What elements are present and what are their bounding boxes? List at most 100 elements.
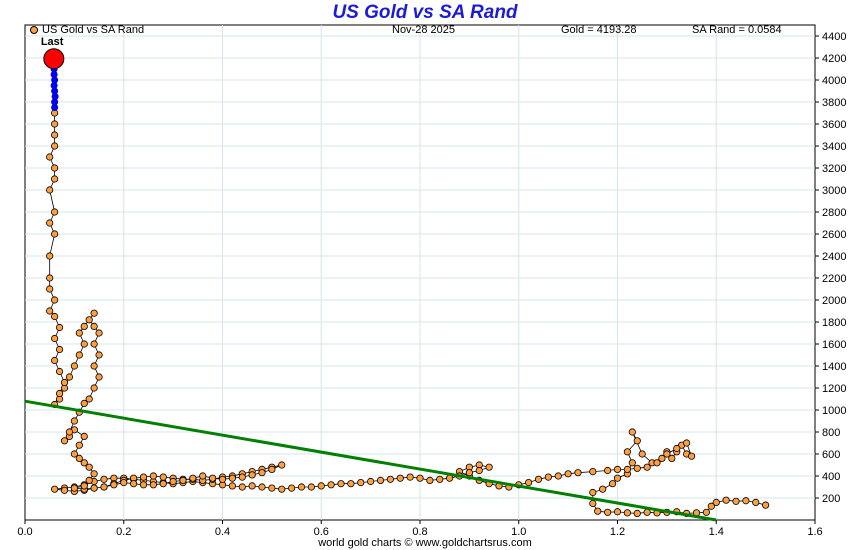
y-tick-label: 4400 [822, 31, 846, 43]
y-tick-label: 2000 [822, 295, 846, 307]
data-point [742, 497, 750, 505]
data-point [90, 362, 98, 370]
x-axis-ticks: 0.0 0.2 0.4 0.6 0.8 1.0 1.2 1.4 1.6 [17, 520, 823, 538]
legend-marker-icon [30, 26, 38, 35]
y-tick-label: 2200 [822, 273, 846, 285]
data-point [628, 459, 636, 467]
data-point [589, 467, 597, 476]
data-point [268, 484, 276, 492]
y-axis-ticks: 200 400 600 800 1000 1200 1400 1600 1800 2000 2200… [815, 31, 846, 505]
data-point [95, 329, 103, 337]
data-point [60, 378, 69, 387]
data-point [179, 476, 187, 484]
y-tick-label: 1400 [822, 361, 846, 373]
data-point [80, 399, 88, 407]
y-tick-label: 3800 [822, 97, 846, 109]
data-point [673, 444, 681, 453]
data-point [643, 508, 651, 516]
data-point [209, 474, 217, 482]
data-point [51, 356, 59, 365]
data-point [51, 312, 59, 321]
data-point [564, 470, 572, 478]
data-point [574, 469, 582, 477]
data-point [465, 469, 473, 477]
data-point [278, 485, 286, 493]
data-point [436, 475, 444, 483]
data-point [46, 307, 54, 315]
chart-title: US Gold vs SA Rand [332, 2, 518, 23]
x-tick-label: 0.0 [17, 526, 32, 538]
gold-price-label: Gold = 4193.28 [561, 24, 637, 36]
data-point [85, 316, 93, 324]
date-label: Nov-28 2025 [392, 24, 455, 36]
data-point [159, 480, 167, 488]
data-point [633, 437, 641, 445]
data-point [347, 480, 355, 488]
data-point [683, 439, 691, 447]
data-point [90, 470, 98, 478]
data-point [80, 459, 88, 467]
data-point [46, 285, 54, 293]
data-point [139, 473, 148, 481]
x-tick-label: 0.8 [412, 526, 427, 538]
data-point [46, 252, 54, 260]
data-point [633, 509, 641, 518]
data-point [85, 395, 93, 403]
data-point [628, 428, 636, 436]
last-point-marker [43, 48, 65, 70]
x-tick-label: 1.0 [511, 526, 526, 538]
data-point [658, 454, 666, 462]
data-point [55, 345, 64, 354]
data-point [70, 417, 78, 425]
data-point [75, 441, 83, 449]
data-point [554, 472, 562, 480]
data-point [589, 499, 597, 508]
data-point [732, 497, 740, 505]
data-point [638, 450, 646, 458]
data-point [65, 373, 74, 381]
data-point [357, 478, 365, 487]
data-point [169, 477, 177, 486]
data-point [75, 454, 83, 462]
data-point [51, 175, 59, 183]
data-point [327, 481, 335, 489]
data-point [51, 164, 59, 172]
data-point [90, 384, 98, 392]
data-point [80, 482, 88, 490]
y-tick-label: 3200 [822, 163, 846, 175]
data-point [75, 329, 83, 337]
data-point [426, 476, 434, 484]
data-point [51, 142, 59, 150]
x-tick-label: 1.6 [807, 526, 822, 538]
y-tick-label: 2400 [822, 251, 846, 263]
data-point [85, 463, 93, 471]
y-tick-label: 4200 [822, 53, 846, 65]
y-tick-label: 1200 [822, 383, 846, 395]
data-point [268, 465, 276, 473]
data-point [702, 508, 710, 516]
data-point [218, 475, 227, 483]
x-tick-label: 1.4 [709, 526, 724, 538]
x-tick-label: 0.6 [314, 526, 329, 538]
data-point [238, 483, 246, 491]
data-point [317, 482, 325, 490]
data-point [386, 475, 394, 483]
data-point [46, 219, 54, 227]
data-point [85, 476, 93, 484]
data-point [51, 334, 59, 343]
data-point [525, 478, 533, 487]
y-tick-label: 4000 [822, 75, 846, 87]
data-point [663, 450, 671, 458]
data-point [762, 501, 770, 509]
trend-line [24, 399, 717, 522]
data-point [258, 483, 266, 491]
data-point [396, 474, 404, 482]
x-tick-label: 0.2 [116, 526, 131, 538]
data-point [633, 464, 641, 472]
data-point [139, 481, 148, 489]
data-point [653, 459, 661, 467]
y-tick-label: 400 [822, 471, 840, 483]
data-point [70, 362, 78, 370]
y-tick-label: 3400 [822, 141, 846, 153]
